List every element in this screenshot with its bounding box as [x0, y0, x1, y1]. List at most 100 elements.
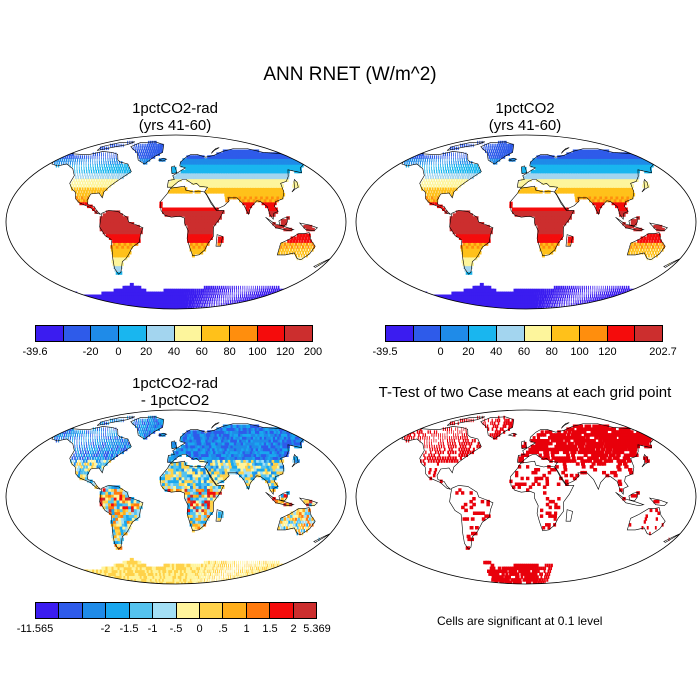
- coastline-novaya: [211, 147, 220, 154]
- panel-3-title: 1pctCO2-rad - 1pctCO2: [45, 375, 305, 409]
- colorbar-swatch: [229, 326, 258, 341]
- coastline-novaya: [211, 422, 220, 429]
- colorbar-swatch: [469, 326, 497, 341]
- map-panel-4: [355, 409, 697, 585]
- significance-note: Cells are significant at 0.1 level: [437, 614, 603, 628]
- coastline-northAmerica: [51, 426, 132, 490]
- coastline-greenland: [480, 416, 515, 440]
- colorbar-tick-label: 2: [290, 623, 297, 635]
- coastline-africa: [510, 185, 575, 257]
- colorbar-swatch: [106, 603, 130, 618]
- panel-2-title-line2: (yrs 41-60): [488, 117, 562, 134]
- coastline-southAmerica: [449, 485, 494, 550]
- colorbar-tick-label: -2: [100, 623, 111, 635]
- colorbar-swatch: [552, 326, 580, 341]
- colorbar-tick-label: 1.5: [262, 623, 278, 635]
- coastline-southAmerica: [99, 485, 144, 550]
- coastline-eurasia: [166, 148, 305, 220]
- colorbar-panel-3: [35, 602, 317, 619]
- coastline-iceland: [157, 432, 168, 437]
- colorbar-swatch: [59, 603, 83, 618]
- coastline-greenland: [130, 141, 165, 165]
- colorbar-swatch: [285, 326, 313, 341]
- coastline-japan: [291, 453, 299, 468]
- map-border: [5, 409, 347, 585]
- colorbar-swatch: [63, 326, 92, 341]
- colorbar-swatch: [293, 603, 317, 618]
- colorbar-swatch: [36, 603, 60, 618]
- coastline-borneo: [278, 491, 289, 502]
- colorbar-swatch: [202, 326, 230, 341]
- panel-1-title-line2: (yrs 41-60): [138, 117, 212, 134]
- colorbar-tick-label: 0: [115, 346, 122, 358]
- colorbar-tick-label: 80: [223, 346, 236, 358]
- map-panel-3: [5, 409, 347, 585]
- coastline-northAmerica: [51, 151, 132, 215]
- figure-title: ANN RNET (W/m^2): [263, 64, 437, 85]
- map-panel-2: [355, 134, 697, 310]
- colorbar-tick-label: 1: [243, 623, 250, 635]
- panel-1-title-line1: 1pctCO2-rad: [132, 100, 218, 117]
- coastline-arcticIslands: [446, 416, 485, 426]
- coastline-madagascar: [565, 234, 573, 247]
- colorbar-tick-label: 60: [195, 346, 208, 358]
- coastline-newGuinea: [298, 222, 318, 232]
- coastline-australia: [626, 507, 666, 536]
- colorbar-tick-label: -39.5: [372, 346, 398, 358]
- colorbar-swatch: [413, 326, 442, 341]
- colorbar-tick-label: 40: [490, 346, 503, 358]
- land-field: [401, 140, 681, 309]
- colorbar-tick-label: 60: [517, 346, 531, 358]
- map-border: [355, 409, 697, 585]
- colorbar-swatch: [607, 326, 636, 341]
- colorbar-swatch: [257, 326, 286, 341]
- colorbar-tick-label: 200: [303, 346, 323, 358]
- panel-4-title: T-Test of two Case means at each grid po…: [378, 384, 672, 401]
- colorbar-tick-label: 120: [276, 346, 295, 358]
- coastline-eurasia: [166, 423, 305, 495]
- colorbar-tick-label: 120: [598, 346, 617, 358]
- colorbar-swatch: [36, 326, 64, 341]
- colorbar-tick-label: 100: [570, 346, 589, 358]
- coastline-borneo: [628, 216, 639, 227]
- coastline-indonesia: [615, 216, 645, 232]
- colorbar-panel-1-labels: -39.6 -20 0 20 40 60 80 100 120 200: [22, 346, 322, 360]
- colorbar-swatch: [82, 603, 107, 618]
- colorbar-tick-label: -39.6: [22, 346, 48, 358]
- coastline-eurasia: [516, 148, 655, 220]
- map-panel-1: [5, 134, 347, 310]
- colorbar-swatch: [496, 326, 525, 341]
- colorbar-swatch: [176, 603, 200, 618]
- land-field: [51, 140, 331, 309]
- coastline-nz: [313, 258, 331, 268]
- coastline-iceland: [507, 432, 518, 437]
- coastline-northAmerica: [401, 426, 482, 490]
- colorbar-tick-label: 0: [196, 623, 203, 635]
- colorbar-panel-2-labels: -39.5 0 20 40 60 80 100 120 202.7: [372, 346, 676, 360]
- coastline-japan: [641, 453, 649, 468]
- colorbar-panel-3-labels: -11.565 -2 -1.5 -1 -.5 0 .5 1 1.5 2 5.369: [17, 623, 331, 637]
- colorbar-swatch: [174, 326, 203, 341]
- coastline-newGuinea: [648, 497, 668, 507]
- land-field: [401, 415, 681, 584]
- colorbar-tick-label: -1.5: [119, 623, 139, 635]
- colorbar-swatch: [129, 603, 154, 618]
- colorbar-panel-2: [385, 325, 663, 342]
- colorbar-swatch: [91, 326, 120, 341]
- colorbar-tick-label: .5: [218, 623, 228, 635]
- coastline-nz: [663, 258, 681, 268]
- map-border: [5, 134, 347, 310]
- coastline-africa: [510, 460, 575, 532]
- coastline-iceland: [157, 157, 168, 162]
- coastline-madagascar: [215, 234, 223, 247]
- coastline-borneo: [628, 491, 639, 502]
- colorbar-tick-label: -.5: [169, 623, 183, 635]
- colorbar-panel-1: [35, 325, 313, 342]
- coastline-uk: [521, 165, 528, 175]
- coastline-arcticIslands: [96, 416, 135, 426]
- colorbar-swatch: [119, 326, 147, 341]
- coastline-greenland: [480, 141, 515, 165]
- colorbar-tick-label: 80: [545, 346, 558, 358]
- coastline-borneo: [278, 216, 289, 227]
- coastline-southAmerica: [99, 210, 144, 275]
